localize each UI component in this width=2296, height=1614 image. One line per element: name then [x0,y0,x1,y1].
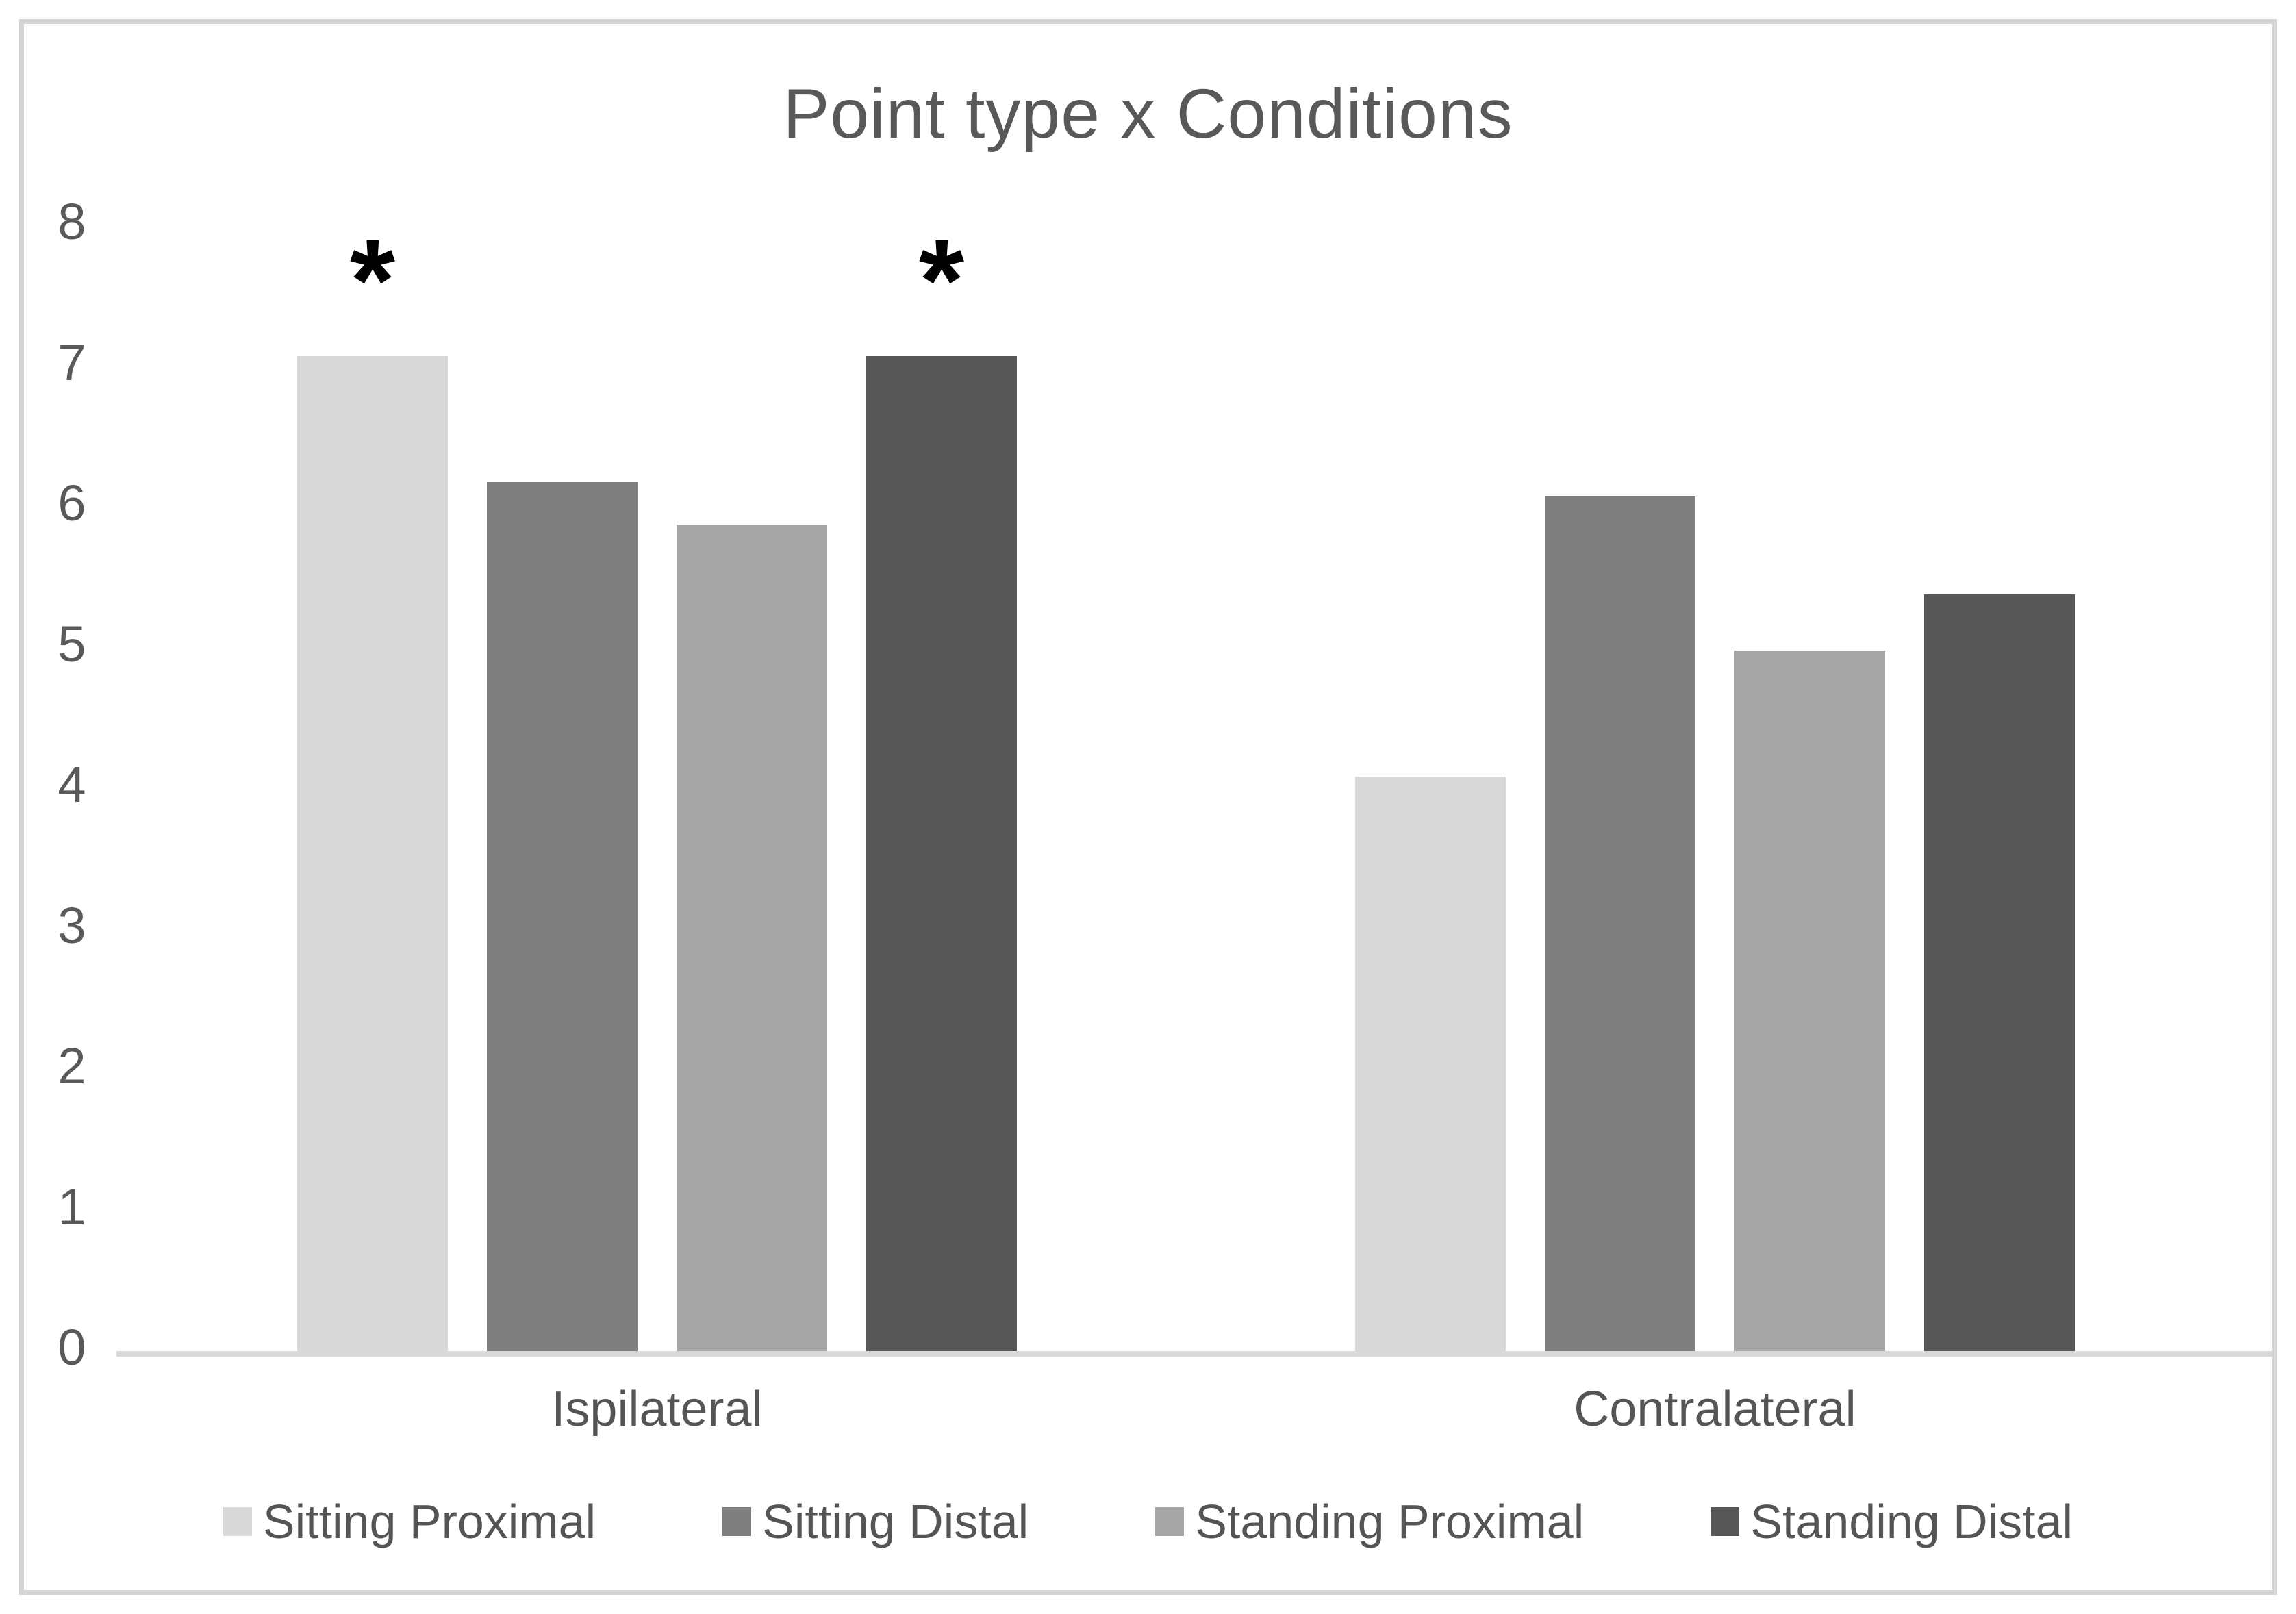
legend-label: Sitting Distal [762,1495,1029,1548]
y-axis-tick-label: 7 [58,333,86,391]
bar-sitting-proximal-ispilateral [297,356,448,1351]
legend-swatch-icon [1711,1507,1740,1536]
legend-swatch-icon [1155,1507,1185,1536]
x-axis-line [116,1351,2272,1357]
legend-label: Sitting Proximal [262,1495,596,1548]
bars-layer: * * [123,223,2270,1351]
bar-standing-proximal-contralateral [1734,650,1885,1351]
legend-swatch-icon [223,1507,252,1536]
bar-sitting-distal-ispilateral [487,482,638,1351]
bar-standing-distal-ispilateral [866,356,1017,1351]
legend-label: Standing Distal [1750,1495,2073,1548]
bar-standing-distal-contralateral [1924,594,2075,1351]
legend-swatch-icon [722,1507,752,1536]
bar-sitting-distal-contralateral [1545,496,1695,1351]
legend-label: Standing Proximal [1195,1495,1585,1548]
bar-standing-proximal-ispilateral [677,524,827,1351]
y-axis-tick-label: 0 [58,1319,86,1376]
y-axis-tick-label: 6 [58,475,86,531]
chart-title: Point type x Conditions [783,75,1513,153]
y-axis-tick-label: 5 [58,615,86,672]
legend-item-standing-distal: Standing Distal [1711,1494,2073,1549]
y-axis-tick-label: 2 [58,1037,86,1094]
category-label-ispilateral: Ispilateral [551,1382,763,1437]
category-label-contralateral: Contralateral [1574,1382,1856,1437]
significance-asterisk: * [918,216,965,346]
y-axis-tick-label: 3 [58,896,86,954]
y-axis-tick-label: 8 [58,193,86,250]
legend-item-sitting-distal: Sitting Distal [722,1494,1029,1549]
y-axis-tick-label: 1 [58,1178,86,1235]
legend: Sitting Proximal Sitting Distal Standing P… [0,1494,2296,1549]
bar-group-contralateral [1355,230,2075,1351]
bar-sitting-proximal-contralateral [1355,777,1506,1351]
significance-asterisk: * [349,216,396,346]
legend-item-sitting-proximal: Sitting Proximal [223,1494,596,1549]
y-axis-tick-label: 4 [58,756,86,813]
bar-group-ispilateral [297,230,1017,1351]
legend-item-standing-proximal: Standing Proximal [1155,1494,1584,1549]
